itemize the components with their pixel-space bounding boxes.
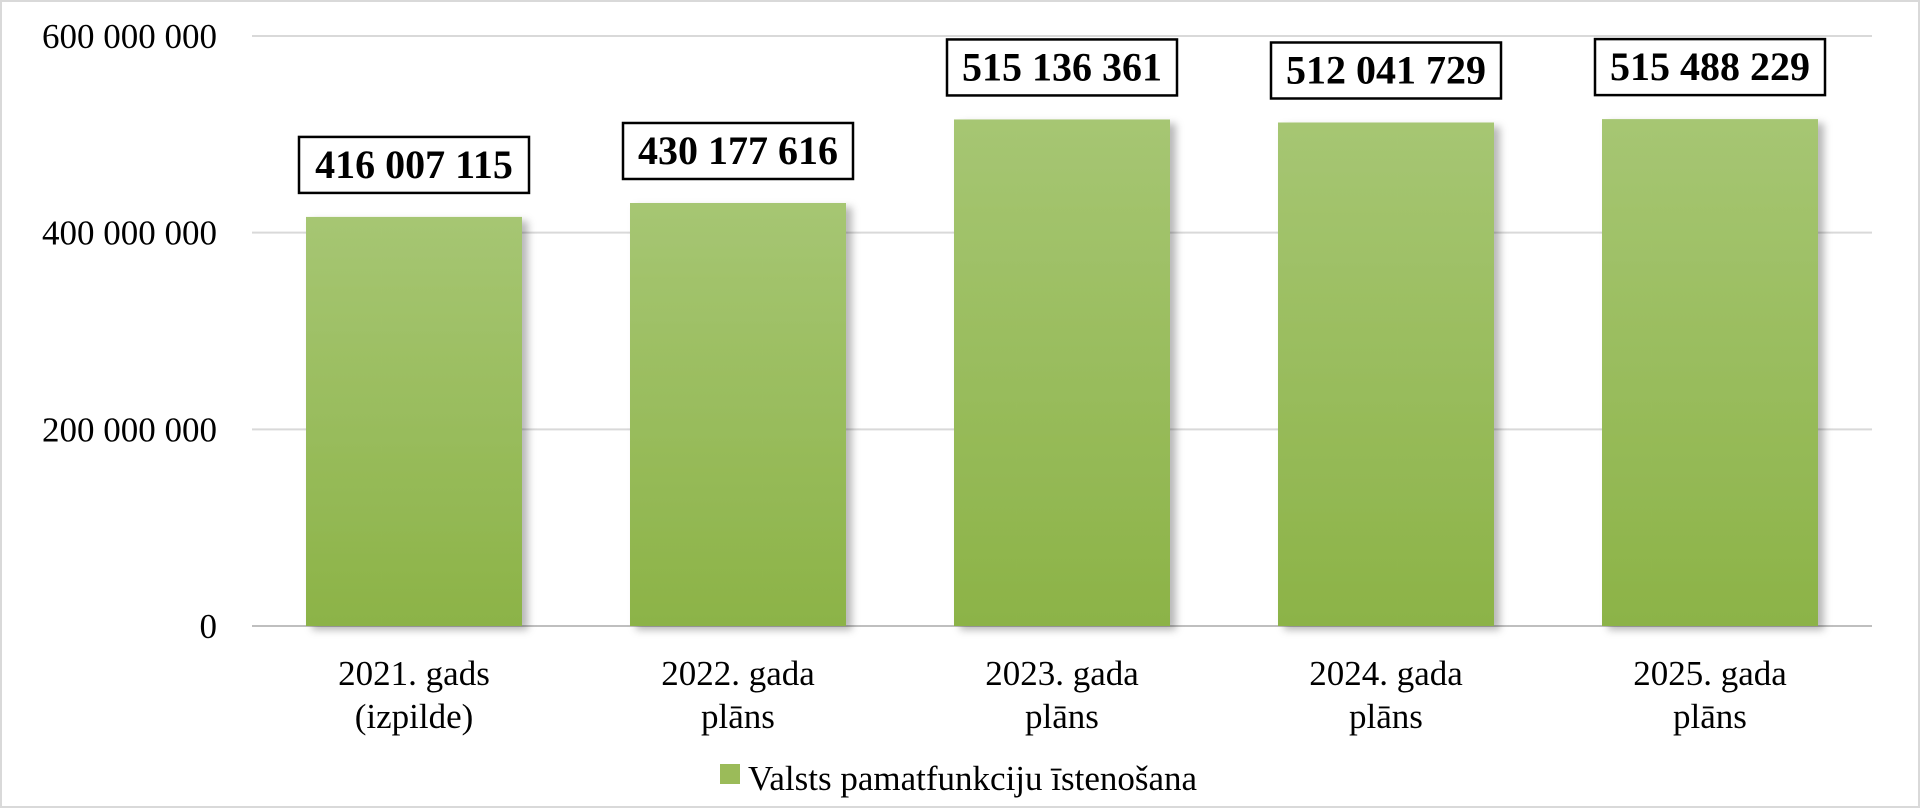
legend: Valsts pamatfunkciju īstenošana (720, 759, 1198, 798)
bar (306, 216, 522, 626)
x-category-label: 2023. gada (985, 654, 1139, 693)
bar (1278, 122, 1494, 626)
y-tick-label: 200 000 000 (42, 410, 217, 449)
data-label-box (297, 135, 531, 195)
x-category-label: 2022. gada (661, 654, 815, 693)
legend-swatch (720, 764, 740, 784)
data-label-box (945, 38, 1179, 97)
x-category-label: 2025. gada (1633, 654, 1787, 693)
data-label-box (1593, 37, 1827, 97)
bars (306, 119, 1818, 626)
legend-label: Valsts pamatfunkciju īstenošana (748, 759, 1198, 798)
y-tick-label: 0 (200, 607, 218, 646)
x-category-label: plāns (1025, 697, 1099, 736)
x-category-label: 2021. gads (338, 654, 490, 693)
x-axis-category-labels: 2021. gads (izpilde) 2022. gada plāns 2023. … (338, 654, 1787, 736)
data-label-box (1269, 41, 1503, 100)
data-label-box (621, 121, 855, 181)
data-label: 515 136 361 (962, 44, 1162, 89)
x-category-label: plāns (1673, 697, 1747, 736)
data-label: 430 177 616 (638, 128, 838, 173)
data-label: 416 007 115 (315, 142, 513, 187)
x-category-label: plāns (701, 697, 775, 736)
x-category-label: 2024. gada (1309, 654, 1463, 693)
y-axis-tick-labels: 0 200 000 000 400 000 000 600 000 000 (42, 17, 217, 646)
data-labels: 416 007 115 430 177 616 515 136 361 512 041… (297, 37, 1827, 195)
y-tick-label: 600 000 000 (42, 17, 217, 56)
data-label: 512 041 729 (1286, 47, 1486, 92)
data-label: 515 488 229 (1610, 44, 1810, 89)
bar (1602, 119, 1818, 626)
bar (630, 202, 846, 626)
x-category-label: (izpilde) (355, 697, 474, 736)
bar (954, 119, 1170, 626)
x-category-label: plāns (1349, 697, 1423, 736)
y-tick-label: 400 000 000 (42, 214, 217, 253)
